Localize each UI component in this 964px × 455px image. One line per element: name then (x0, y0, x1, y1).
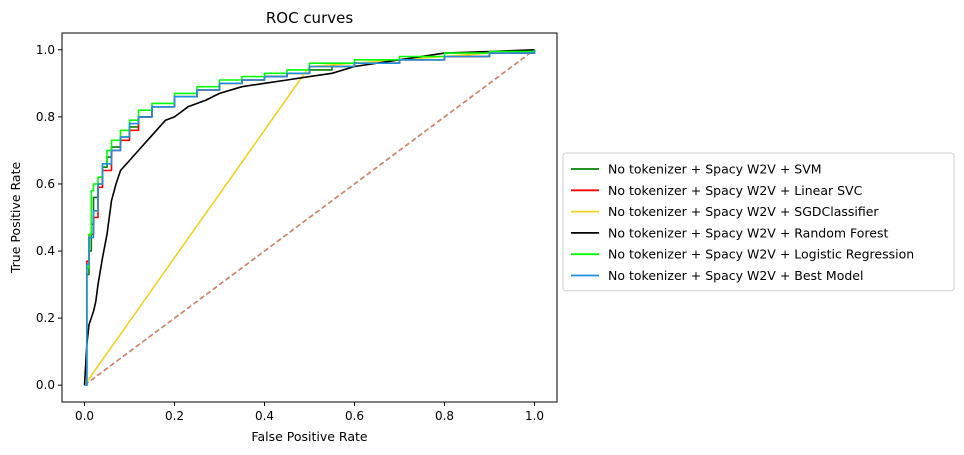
x-tick-label: 0.6 (345, 409, 364, 423)
y-tick-label: 0.8 (36, 110, 55, 124)
x-tick-label: 0.4 (255, 409, 274, 423)
series-line-3 (83, 49, 535, 386)
y-tick-label: 0.4 (36, 244, 55, 258)
legend-entry: No tokenizer + Spacy W2V + Linear SVC (608, 183, 863, 198)
chart-title: ROC curves (266, 9, 353, 27)
x-tick-label: 0.8 (435, 409, 454, 423)
y-tick-label: 0.0 (36, 378, 55, 392)
legend-entry: No tokenizer + Spacy W2V + Logistic Regr… (608, 247, 914, 262)
reference-lines (84, 49, 535, 386)
legend-entry: No tokenizer + Spacy W2V + SVM (608, 162, 822, 177)
legend-entry: No tokenizer + Spacy W2V + SGDClassifier (608, 204, 879, 219)
x-axis-label: False Positive Rate (251, 429, 367, 444)
x-tick-label: 0.0 (75, 409, 94, 423)
x-tick-label: 1.0 (525, 409, 544, 423)
y-tick-label: 0.6 (36, 177, 55, 191)
series-line-5 (84, 49, 536, 386)
y-tick-label: 1.0 (36, 43, 55, 57)
y-tick-label: 0.2 (36, 311, 55, 325)
legend-box (562, 152, 955, 292)
legend-entry: No tokenizer + Spacy W2V + Best Model (608, 268, 863, 283)
plot-area (83, 49, 536, 386)
plot-frame (61, 32, 558, 403)
legend-entry: No tokenizer + Spacy W2V + Random Forest (608, 225, 888, 240)
x-axis: 0.0 0.2 0.4 0.6 0.8 1.0 (75, 402, 544, 423)
y-axis-label: True Positive Rate (8, 162, 23, 275)
legend: No tokenizer + Spacy W2V + SVM No tokeniz… (562, 152, 955, 292)
y-axis: 0.0 0.2 0.4 0.6 0.8 1.0 (36, 43, 62, 392)
series-line-4 (84, 49, 536, 386)
x-tick-label: 0.2 (165, 409, 184, 423)
series-lines (83, 49, 536, 386)
chance-line (84, 49, 535, 386)
